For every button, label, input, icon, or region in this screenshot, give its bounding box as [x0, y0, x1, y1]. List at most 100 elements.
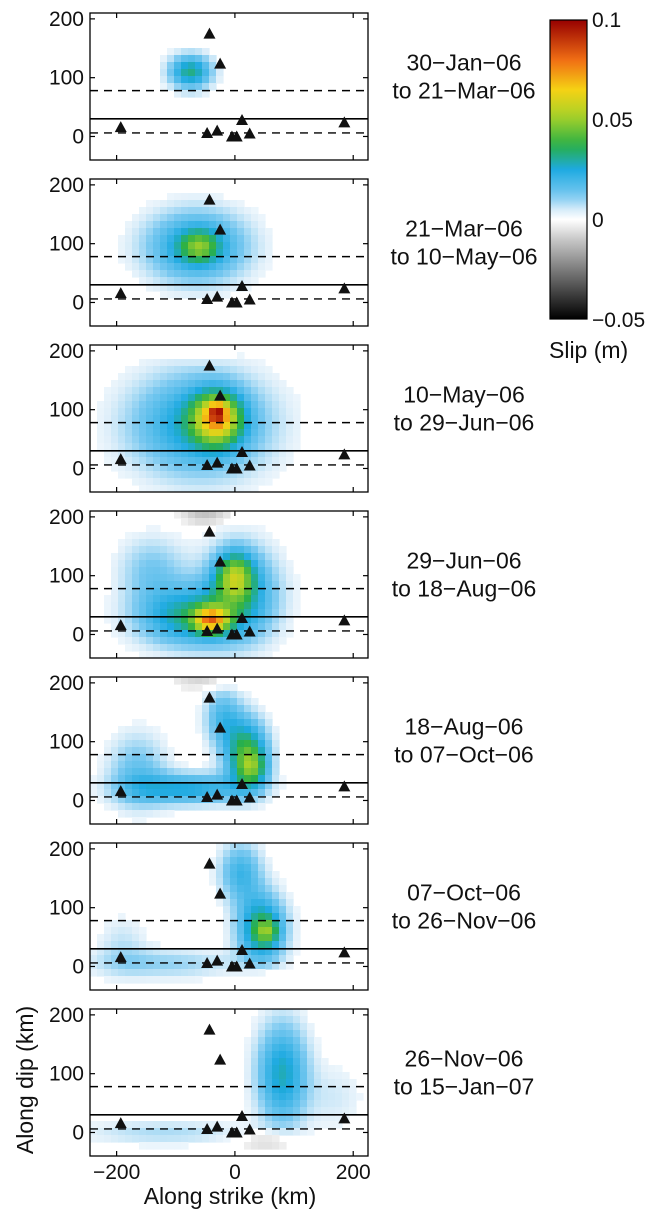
panel-date-start: 29−Jun−06	[406, 548, 521, 574]
slip-cell	[237, 962, 245, 970]
slip-cell	[279, 878, 287, 886]
slip-cell	[160, 256, 168, 264]
panel-frame	[89, 676, 369, 825]
slip-cell	[265, 1065, 273, 1073]
slip-cell	[146, 422, 154, 430]
slip-cell	[244, 478, 252, 486]
slip-cell	[237, 214, 245, 222]
slip-cell	[223, 387, 231, 395]
slip-cell	[139, 630, 147, 638]
slip-cell	[195, 948, 203, 956]
slip-cell	[188, 651, 196, 658]
slip-cell	[167, 553, 175, 561]
slip-cell	[272, 602, 280, 610]
slip-heatmap	[90, 677, 287, 824]
slip-cell	[160, 539, 168, 547]
slip-cell	[160, 630, 168, 638]
slip-cell	[188, 511, 196, 519]
slip-cell	[195, 415, 203, 423]
station-triangle	[338, 116, 351, 128]
slip-cell	[300, 1072, 308, 1080]
slip-cell	[160, 69, 168, 77]
slip-cell	[237, 1128, 245, 1136]
slip-cell	[265, 934, 273, 942]
slip-cell	[139, 761, 147, 769]
slip-cell	[132, 478, 140, 486]
slip-cell	[139, 464, 147, 472]
slip-cell	[272, 1128, 280, 1136]
slip-cell	[111, 920, 119, 928]
slip-cell	[160, 637, 168, 645]
slip-cell	[181, 623, 189, 631]
slip-cell	[125, 256, 133, 264]
slip-cell	[111, 401, 119, 409]
slip-cell	[251, 955, 259, 963]
slip-cell	[251, 228, 259, 236]
slip-cell	[258, 1051, 266, 1059]
slip-cell	[97, 401, 105, 409]
slip-cell	[125, 810, 133, 818]
slip-cell	[167, 644, 175, 652]
slip-cell	[153, 359, 161, 367]
slip-cell	[195, 644, 203, 652]
slip-cell	[97, 969, 105, 977]
slip-cell	[286, 609, 294, 617]
slip-cell	[223, 560, 231, 568]
slip-cell	[251, 1093, 259, 1101]
slip-cell	[188, 1135, 196, 1143]
slip-cell	[251, 733, 259, 741]
slip-cell	[223, 284, 231, 292]
slip-cell	[174, 567, 182, 575]
slip-cell	[223, 422, 231, 430]
slip-cell	[244, 913, 252, 921]
y-tick-label: 0	[72, 1121, 84, 1144]
slip-cell	[132, 616, 140, 624]
slip-cell	[216, 850, 224, 858]
slip-cell	[216, 864, 224, 872]
slip-cell	[146, 256, 154, 264]
slip-cell	[223, 651, 231, 658]
slip-cell	[111, 789, 119, 797]
slip-cell	[104, 803, 112, 811]
slip-cell	[272, 1107, 280, 1115]
slip-cell	[279, 387, 287, 395]
slip-cell	[230, 602, 238, 610]
slip-cell	[153, 546, 161, 554]
slip-cell	[153, 1128, 161, 1136]
slip-cell	[286, 1037, 294, 1045]
slip-cell	[132, 1121, 140, 1129]
slip-cell	[216, 796, 224, 804]
slip-cell	[195, 976, 203, 984]
slip-cell	[293, 1023, 301, 1031]
slip-cell	[202, 789, 210, 797]
slip-cell	[188, 277, 196, 285]
slip-cell	[251, 478, 259, 486]
slip-cell	[265, 864, 273, 872]
slip-cell	[209, 511, 217, 519]
slip-cell	[244, 920, 252, 928]
slip-cell	[321, 1114, 329, 1122]
slip-cell	[237, 207, 245, 215]
slip-cell	[258, 630, 266, 638]
slip-cell	[209, 651, 217, 658]
slip-cell	[104, 1135, 112, 1143]
slip-cell	[181, 235, 189, 243]
slip-cell	[202, 457, 210, 465]
slip-cell	[251, 782, 259, 790]
slip-cell	[251, 927, 259, 935]
slip-cell	[293, 1100, 301, 1108]
slip-cell	[139, 359, 147, 367]
slip-cell	[174, 574, 182, 582]
slip-cell	[223, 1135, 231, 1143]
slip-cell	[167, 457, 175, 465]
slip-cell	[202, 948, 210, 956]
slip-cell	[237, 256, 245, 264]
slip-cell	[181, 684, 189, 692]
slip-cell	[202, 62, 210, 70]
slip-cell	[181, 637, 189, 645]
slip-cell	[251, 1023, 259, 1031]
slip-cell	[244, 941, 252, 949]
slip-cell	[181, 574, 189, 582]
slip-cell	[139, 581, 147, 589]
slip-cell	[181, 291, 189, 299]
